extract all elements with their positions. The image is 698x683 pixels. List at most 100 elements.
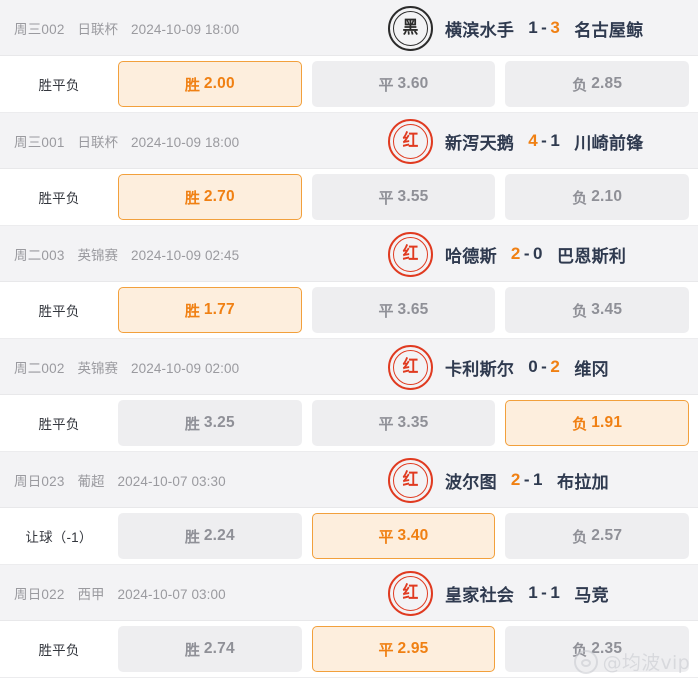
teams-and-score: 新泻天鹅 4-1 川崎前锋 xyxy=(445,129,644,154)
match-league: 日联杯 xyxy=(77,134,119,150)
match-header-row[interactable]: 周日022 西甲 2024-10-07 03:00 红 皇家社会 1-1 马竞 xyxy=(0,565,698,621)
odds-row: 胜平负胜 2.70 平 3.55 负 2.10 xyxy=(0,169,698,226)
match-header-row[interactable]: 周三001 日联杯 2024-10-09 18:00 红 新泻天鹅 4-1 川崎前锋 xyxy=(0,113,698,169)
match-header-row[interactable]: 周三002 日联杯 2024-10-09 18:00 黑 横滨水手 1-3 名古屋鲸 xyxy=(0,0,698,56)
odds-cell-win[interactable]: 胜 2.70 xyxy=(118,174,302,220)
odds-value: 2.35 xyxy=(591,640,623,657)
teams-and-score: 波尔图 2-1 布拉加 xyxy=(445,468,609,493)
odds-type-label: 让球（-1） xyxy=(25,530,93,545)
match-meta: 周日022 西甲 2024-10-07 03:00 xyxy=(0,583,226,603)
odds-cell-lose[interactable]: 负 2.35 xyxy=(505,626,690,672)
match-meta: 周三002 日联杯 2024-10-09 18:00 xyxy=(0,18,239,38)
odds-value: 1.91 xyxy=(591,414,623,431)
odds-row: 胜平负胜 2.00 平 3.60 负 2.85 xyxy=(0,56,698,113)
match-datetime: 2024-10-09 18:00 xyxy=(131,21,240,37)
odds-cell-win[interactable]: 胜 2.74 xyxy=(118,626,302,672)
home-score: 2 xyxy=(510,244,521,263)
odds-cell-lose[interactable]: 负 1.91 xyxy=(505,400,690,446)
odds-cell-win[interactable]: 胜 2.00 xyxy=(118,61,302,107)
odds-cell-win[interactable]: 胜 2.24 xyxy=(118,513,302,559)
odds-cell-group: 胜 2.00 平 3.60 负 2.85 xyxy=(118,61,698,107)
match-datetime: 2024-10-09 02:45 xyxy=(131,247,240,263)
teams-and-score: 皇家社会 1-1 马竞 xyxy=(445,581,609,606)
score-separator: - xyxy=(523,470,531,489)
odds-pick-label: 胜 xyxy=(184,189,200,207)
home-team-name: 横滨水手 xyxy=(445,20,515,40)
home-score: 0 xyxy=(528,357,539,376)
match-issue: 周日022 xyxy=(14,586,65,602)
match-score: 1-3 xyxy=(528,18,560,38)
score-separator: - xyxy=(541,131,548,150)
odds-cell-win[interactable]: 胜 1.77 xyxy=(118,287,302,333)
match-score: 2-0 xyxy=(511,244,543,264)
away-team-name: 名古屋鲸 xyxy=(574,20,644,40)
match-score: 1-1 xyxy=(528,583,560,603)
match-league: 葡超 xyxy=(77,473,105,489)
score-separator: - xyxy=(523,244,531,263)
match-datetime: 2024-10-09 02:00 xyxy=(131,360,240,376)
odds-cell-lose[interactable]: 负 2.10 xyxy=(505,174,690,220)
odds-cell-draw[interactable]: 平 3.60 xyxy=(311,61,496,107)
odds-cell-draw[interactable]: 平 3.35 xyxy=(311,400,496,446)
match-datetime: 2024-10-09 18:00 xyxy=(131,134,240,150)
odds-cell-draw[interactable]: 平 3.40 xyxy=(311,513,496,559)
odds-cell-draw[interactable]: 平 3.55 xyxy=(311,174,496,220)
odds-row: 胜平负胜 2.74 平 2.95 负 2.35 xyxy=(0,621,698,678)
match-block: 周日023 葡超 2024-10-07 03:30 红 波尔图 2-1 布拉加 让球（-1） 胜… xyxy=(0,452,698,565)
match-datetime: 2024-10-07 03:30 xyxy=(117,473,226,489)
odds-pick-label: 平 xyxy=(378,76,394,94)
match-fixture: 红 皇家社会 1-1 马竞 xyxy=(388,565,609,621)
match-fixture: 红 哈德斯 2-0 巴恩斯利 xyxy=(388,226,626,282)
home-team-name: 卡利斯尔 xyxy=(445,359,515,379)
match-fixture: 红 波尔图 2-1 布拉加 xyxy=(388,452,609,508)
result-stamp-icon: 红 xyxy=(388,457,433,503)
match-header-row[interactable]: 周二003 英锦赛 2024-10-09 02:45 红 哈德斯 2-0 巴恩斯利 xyxy=(0,226,698,282)
away-score: 1 xyxy=(550,131,561,150)
match-meta: 周二002 英锦赛 2024-10-09 02:00 xyxy=(0,357,239,377)
odds-value: 3.25 xyxy=(203,414,235,431)
home-team-name: 新泻天鹅 xyxy=(445,133,515,153)
odds-type-label: 胜平负 xyxy=(38,191,80,206)
match-header-row[interactable]: 周二002 英锦赛 2024-10-09 02:00 红 卡利斯尔 0-2 维冈 xyxy=(0,339,698,395)
odds-pick-label: 平 xyxy=(378,528,394,546)
odds-value: 3.60 xyxy=(397,75,429,92)
odds-value: 2.70 xyxy=(203,188,235,205)
match-block: 周二003 英锦赛 2024-10-09 02:45 红哈德斯 2-0 巴恩斯利 胜平负胜 1… xyxy=(0,226,698,339)
home-team-name: 皇家社会 xyxy=(445,585,515,605)
teams-and-score: 哈德斯 2-0 巴恩斯利 xyxy=(445,242,626,267)
odds-pick-label: 胜 xyxy=(184,415,200,433)
odds-pick-label: 胜 xyxy=(184,528,200,546)
teams-and-score: 横滨水手 1-3 名古屋鲸 xyxy=(445,16,644,41)
away-team-name: 川崎前锋 xyxy=(574,133,644,153)
result-stamp-icon: 红 xyxy=(388,231,433,277)
odds-pick-label: 平 xyxy=(378,415,394,433)
odds-value: 1.77 xyxy=(203,301,235,318)
odds-cell-draw[interactable]: 平 3.65 xyxy=(311,287,496,333)
odds-cell-group: 胜 1.77 平 3.65 负 3.45 xyxy=(118,287,698,333)
result-stamp-icon: 红 xyxy=(388,344,433,390)
home-team-name: 哈德斯 xyxy=(445,246,497,266)
odds-cell-draw[interactable]: 平 2.95 xyxy=(311,626,496,672)
match-header-row[interactable]: 周日023 葡超 2024-10-07 03:30 红 波尔图 2-1 布拉加 xyxy=(0,452,698,508)
odds-value: 2.00 xyxy=(203,75,235,92)
match-fixture: 黑 横滨水手 1-3 名古屋鲸 xyxy=(388,0,644,56)
score-separator: - xyxy=(541,583,548,602)
odds-cell-group: 胜 3.25 平 3.35 负 1.91 xyxy=(118,400,698,446)
odds-cell-lose[interactable]: 负 3.45 xyxy=(505,287,690,333)
result-stamp-icon: 红 xyxy=(388,570,433,616)
match-league: 西甲 xyxy=(77,586,105,602)
odds-pick-label: 负 xyxy=(572,76,588,94)
odds-cell-lose[interactable]: 负 2.57 xyxy=(505,513,690,559)
odds-row: 让球（-1） 胜 2.24 平 3.40 负 2.57 xyxy=(0,508,698,565)
odds-cell-lose[interactable]: 负 2.85 xyxy=(505,61,690,107)
odds-pick-label: 平 xyxy=(378,641,394,659)
odds-pick-label: 平 xyxy=(378,189,394,207)
odds-value: 3.35 xyxy=(397,414,429,431)
result-stamp-glyph: 红 xyxy=(402,356,419,377)
match-league: 英锦赛 xyxy=(77,360,119,376)
odds-cell-win[interactable]: 胜 3.25 xyxy=(118,400,302,446)
match-fixture: 红 新泻天鹅 4-1 川崎前锋 xyxy=(388,113,644,169)
odds-row: 胜平负胜 3.25 平 3.35 负 1.91 xyxy=(0,395,698,452)
match-issue: 周三002 xyxy=(14,21,65,37)
